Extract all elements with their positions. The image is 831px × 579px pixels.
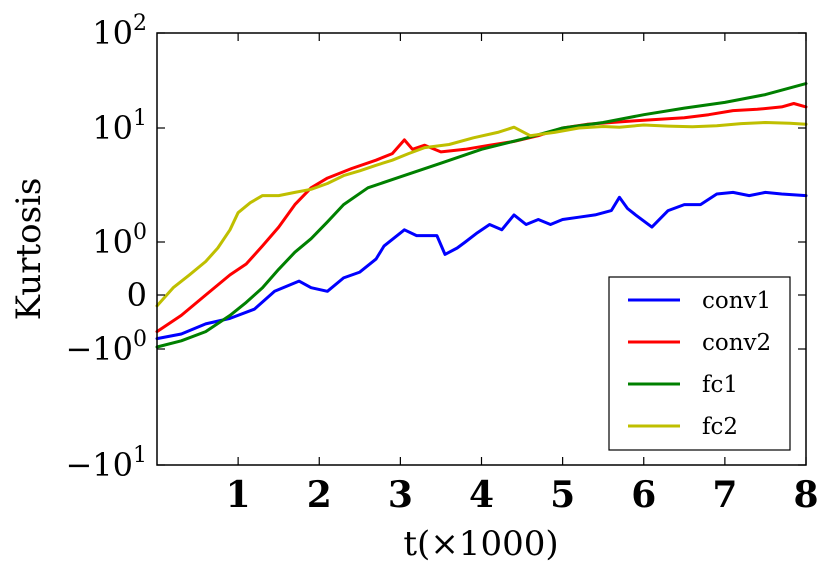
x-tick-label: 2	[307, 474, 332, 516]
x-tick-label: 4	[469, 474, 494, 516]
x-tick-label: 7	[712, 474, 737, 516]
y-tick-label: −100	[65, 327, 147, 368]
legend-label-conv1: conv1	[702, 288, 771, 314]
series-line-conv1	[155, 190, 808, 341]
legend-box	[608, 276, 791, 451]
series-line-fc2	[155, 121, 808, 308]
y-tick-label: 0	[127, 276, 147, 314]
y-tick-label: 101	[92, 106, 147, 147]
x-tick-label: 8	[793, 474, 818, 516]
legend-label-conv2: conv2	[702, 330, 771, 356]
tick-layer: 1 2 3 4 5 6 7 8 102 101 100 0 −100 −101	[65, 11, 818, 516]
x-tick-label: 1	[226, 474, 251, 516]
x-tick-label: 5	[550, 474, 575, 516]
y-axis-title: Kurtosis	[9, 178, 49, 321]
x-axis-title: t(×1000)	[403, 524, 558, 564]
x-tick-label: 3	[388, 474, 413, 516]
legend-label-fc1: fc1	[702, 372, 738, 398]
x-tick-label: 6	[631, 474, 656, 516]
y-tick-label: 102	[92, 11, 147, 52]
series-line-conv2	[155, 102, 808, 334]
legend-label-fc2: fc2	[702, 414, 738, 440]
series-line-fc1	[155, 82, 808, 349]
y-tick-label: 100	[92, 220, 147, 261]
legend: conv1 conv2 fc1 fc2	[608, 276, 791, 451]
series-layer	[155, 82, 808, 349]
y-tick-label: −101	[65, 443, 147, 484]
